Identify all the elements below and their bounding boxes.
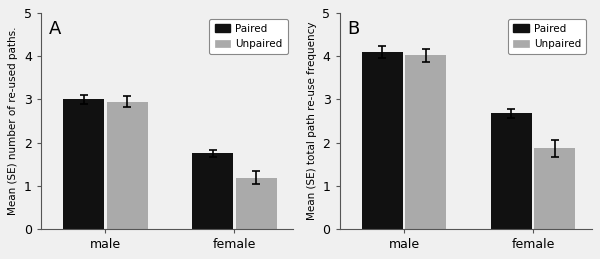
Bar [362, 52, 403, 229]
Bar [192, 153, 233, 229]
Text: A: A [49, 20, 61, 38]
Bar [491, 113, 532, 229]
Bar [534, 148, 575, 229]
Text: B: B [347, 20, 359, 38]
Legend: Paired, Unpaired: Paired, Unpaired [508, 19, 586, 54]
Bar [63, 99, 104, 229]
Legend: Paired, Unpaired: Paired, Unpaired [209, 19, 288, 54]
Y-axis label: Mean (SE) number of re-used paths.: Mean (SE) number of re-used paths. [8, 27, 19, 215]
Bar [405, 55, 446, 229]
Y-axis label: Mean (SE) total path re-use frequency: Mean (SE) total path re-use frequency [307, 22, 317, 220]
Bar [236, 178, 277, 229]
Bar [107, 102, 148, 229]
